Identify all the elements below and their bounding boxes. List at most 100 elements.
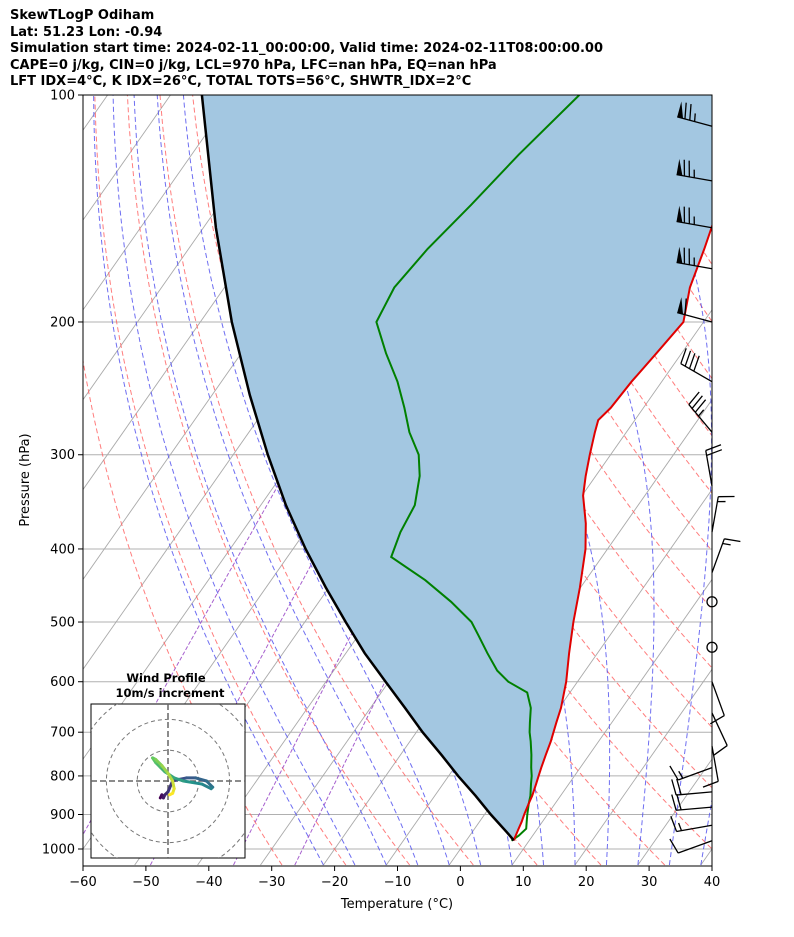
barb-flag: [677, 297, 684, 315]
y-tick-label: 900: [50, 808, 75, 823]
barb-full: [691, 395, 703, 409]
barb-staff: [677, 840, 713, 854]
wind-barb: [709, 681, 725, 725]
wind-barb: [670, 816, 713, 833]
x-tick-label: −50: [132, 875, 159, 890]
dry-adiabat-line: [94, 95, 347, 866]
x-tick-label: 30: [641, 875, 658, 890]
x-tick-label: 20: [578, 875, 595, 890]
wind-barb: [711, 712, 728, 756]
profile-lines-layer: [200, 95, 712, 842]
chart-header: SkewTLogP Odiham Lat: 51.23 Lon: -0.94 S…: [10, 8, 603, 91]
x-tick-label: 10: [515, 875, 532, 890]
isotherm-line: [83, 95, 234, 311]
x-tick-label: −30: [258, 875, 285, 890]
barb-full: [689, 103, 692, 121]
x-tick-label: −10: [384, 875, 411, 890]
barb-staff: [705, 450, 713, 487]
wind-barb: [676, 158, 713, 182]
barb-full: [676, 778, 682, 795]
y-tick-label: 1000: [42, 843, 75, 858]
hodograph-title: Wind Profile: [126, 671, 206, 685]
barb-staff: [676, 174, 713, 182]
barb-full: [713, 745, 728, 756]
wind-barb: [677, 101, 713, 127]
wind-barb: [705, 444, 723, 487]
barb-flag: [676, 246, 683, 264]
isotherm-line: [574, 668, 712, 866]
barb-full: [680, 348, 687, 364]
barb-staff: [676, 791, 713, 796]
dewpoint-line: [375, 95, 581, 842]
barb-staff: [688, 404, 713, 433]
y-tick-label: 500: [50, 616, 75, 631]
barb-full: [688, 391, 700, 405]
barb-staff: [676, 824, 713, 833]
y-tick-label: 800: [50, 769, 75, 784]
hodograph-segment: [160, 764, 170, 775]
wind-barb: [676, 205, 713, 229]
wind-barb: [702, 745, 719, 788]
chart-title: SkewTLogP Odiham: [10, 8, 155, 23]
hodograph-subtitle: 10m/s increment: [116, 686, 225, 700]
y-tick-label: 600: [50, 675, 75, 690]
barb-staff: [711, 712, 728, 746]
hodograph-segment: [172, 776, 185, 783]
barb-half: [677, 822, 683, 831]
y-axis-title: Pressure (hPa): [18, 433, 33, 526]
barb-full: [669, 838, 679, 854]
x-tick-label: −40: [195, 875, 222, 890]
wind-barb: [676, 246, 713, 270]
wind-barb: [669, 765, 713, 781]
moist-adiabat-line: [133, 95, 387, 866]
moist-adiabat-line: [93, 95, 324, 866]
calm-circle: [706, 596, 718, 608]
barb-flag: [676, 158, 683, 176]
temperature-line: [512, 223, 712, 842]
isotherm-line: [83, 95, 297, 401]
barb-staff: [676, 806, 713, 811]
barb-full: [694, 399, 707, 413]
barb-half: [678, 770, 684, 779]
barb-full: [684, 102, 687, 120]
hodograph-ring: [136, 749, 200, 813]
barb-flag: [677, 101, 684, 119]
barb-half: [722, 542, 731, 546]
moist-adiabat-line: [112, 95, 356, 866]
dry-adiabat-line: [159, 95, 474, 866]
barb-full: [684, 298, 687, 315]
index-line: LFT IDX=4°C, K IDX=26°C, TOTAL TOTS=56°C…: [10, 74, 472, 89]
barb-full: [676, 793, 682, 811]
moist-adiabat-line: [156, 95, 419, 866]
barb-full: [702, 780, 719, 788]
barb-full: [671, 794, 677, 811]
barb-half: [693, 113, 696, 122]
hodograph-segment: [181, 779, 195, 785]
calm-circle: [706, 641, 718, 653]
cape-fill-layer: [201, 95, 712, 841]
barb-full: [705, 444, 722, 452]
hodograph-segment: [200, 782, 213, 791]
dry-adiabat-line: [714, 95, 794, 865]
wind-barb: [671, 793, 713, 811]
wind-barb: [706, 641, 718, 653]
x-tick-label: −60: [69, 875, 96, 890]
isotherm-line: [511, 578, 712, 866]
barb-staff: [711, 538, 725, 573]
hodograph-plot: [91, 704, 245, 858]
dry-adiabat-line: [746, 95, 794, 865]
wind-barb: [711, 538, 741, 573]
x-tick-label: 0: [456, 875, 464, 890]
barb-full: [724, 538, 741, 543]
barb-full: [669, 765, 679, 781]
barb-staff: [680, 363, 713, 383]
barb-flag: [676, 205, 683, 223]
y-tick-label: 400: [50, 542, 75, 557]
wind-barb: [688, 391, 713, 433]
time-line: Simulation start time: 2024-02-11_00:00:…: [10, 41, 603, 56]
hodograph-segment: [191, 781, 204, 786]
y-tick-label: 700: [50, 726, 75, 741]
hodograph-segment: [168, 791, 175, 797]
barb-full: [706, 449, 723, 457]
hodograph-inset: Wind Profile 10m/s increment: [90, 671, 246, 859]
